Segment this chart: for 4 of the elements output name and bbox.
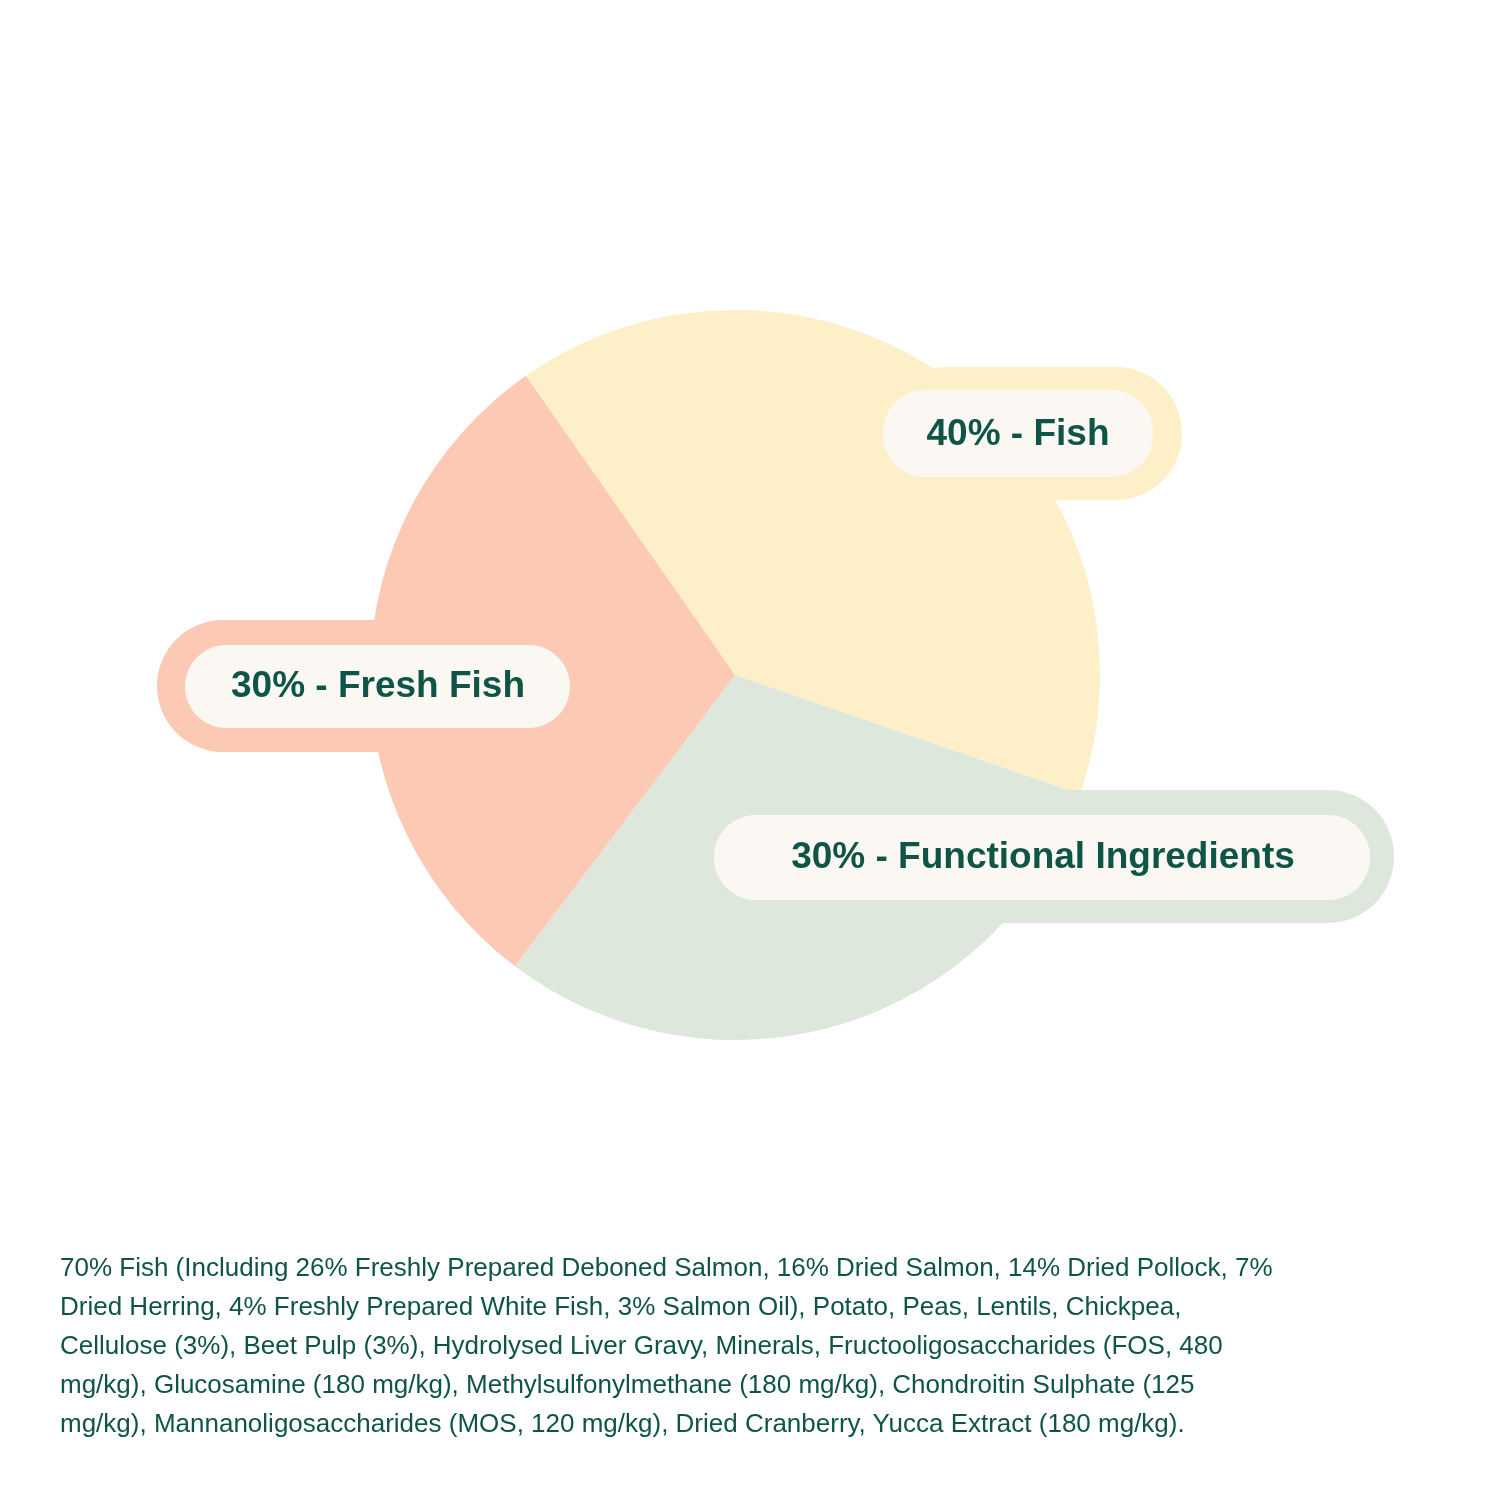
text: 70% Fish (Including 26% Freshly Prepared Deboned Salmon, 16% Dried Salmon, 14% Dried Pollock, 7% Dried Herring, 4% Freshly Prepared White Fish, 3% Salmon Oil), Potato, Peas, Lentils, Chickpea, Cellulose (3%), Beet Pulp (3%), Hydrolysed Liver Gravy, Minerals, Fructooligosaccharides (FOS, 480 mg/kg), Glucosamine (180 mg/kg), Methylsulfonylmethane (180 mg/kg), Chondroitin Sulphate (125 mg/kg), Mannanoligosaccharides (MOS, 120 mg/kg), Dried Cranberry, Yucca Extract (180 mg/kg). [60,1252,1273,1438]
slice-label: 40% - Fish [926,412,1110,453]
slice-label: 30% - Fresh Fish [230,664,526,705]
slice-label: 30% - Functional Ingredients [791,835,1295,876]
